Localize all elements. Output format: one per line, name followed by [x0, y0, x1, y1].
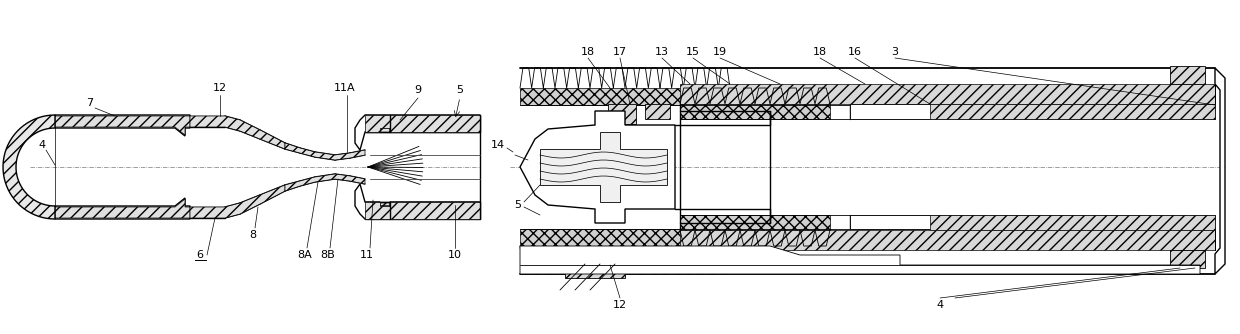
Polygon shape	[539, 132, 667, 202]
Text: 4: 4	[936, 300, 944, 310]
Text: 14: 14	[491, 140, 505, 150]
Polygon shape	[285, 174, 365, 191]
Bar	[539, 246, 670, 264]
Text: 18: 18	[813, 47, 827, 57]
Text: 11A: 11A	[335, 83, 356, 93]
Polygon shape	[285, 143, 365, 160]
Polygon shape	[1215, 68, 1225, 274]
Bar	[365, 202, 480, 219]
Bar	[365, 115, 480, 132]
Text: 5: 5	[515, 200, 522, 210]
Text: 5: 5	[456, 85, 464, 95]
Polygon shape	[355, 184, 480, 219]
Text: 17: 17	[613, 47, 627, 57]
Polygon shape	[55, 198, 190, 219]
Text: 4: 4	[38, 140, 46, 150]
Bar	[930, 215, 1215, 230]
Text: 8B: 8B	[321, 250, 335, 260]
Text: 11: 11	[360, 250, 374, 260]
Bar	[608, 104, 636, 124]
Polygon shape	[190, 185, 285, 218]
Bar	[680, 215, 830, 230]
Polygon shape	[55, 199, 190, 218]
Text: 3: 3	[892, 47, 899, 57]
Text: 12: 12	[213, 83, 227, 93]
Bar	[1171, 250, 1205, 268]
Text: 15: 15	[686, 47, 701, 57]
Bar	[520, 88, 730, 105]
Text: 6: 6	[196, 250, 203, 260]
Bar	[680, 104, 830, 119]
Bar	[520, 229, 730, 246]
Polygon shape	[355, 115, 480, 150]
Text: 13: 13	[655, 47, 670, 57]
Bar	[565, 264, 625, 278]
Bar	[680, 84, 1215, 104]
Polygon shape	[190, 116, 285, 149]
Bar	[1171, 66, 1205, 84]
Polygon shape	[365, 202, 480, 219]
Polygon shape	[849, 84, 1215, 119]
Text: 16: 16	[848, 47, 862, 57]
Text: 18: 18	[580, 47, 595, 57]
Bar	[645, 104, 670, 119]
Text: 12: 12	[613, 300, 627, 310]
Text: 7: 7	[87, 98, 93, 108]
Text: 9: 9	[414, 85, 422, 95]
Polygon shape	[520, 246, 1200, 274]
Polygon shape	[365, 115, 480, 132]
Bar	[930, 104, 1215, 119]
Polygon shape	[55, 116, 190, 135]
Polygon shape	[55, 115, 190, 136]
Polygon shape	[520, 111, 675, 223]
Bar	[680, 230, 1215, 250]
Polygon shape	[849, 215, 1215, 250]
Text: 8A: 8A	[298, 250, 312, 260]
Text: 10: 10	[448, 250, 463, 260]
Text: 19: 19	[713, 47, 727, 57]
Text: 8: 8	[249, 230, 257, 240]
Polygon shape	[2, 115, 55, 219]
